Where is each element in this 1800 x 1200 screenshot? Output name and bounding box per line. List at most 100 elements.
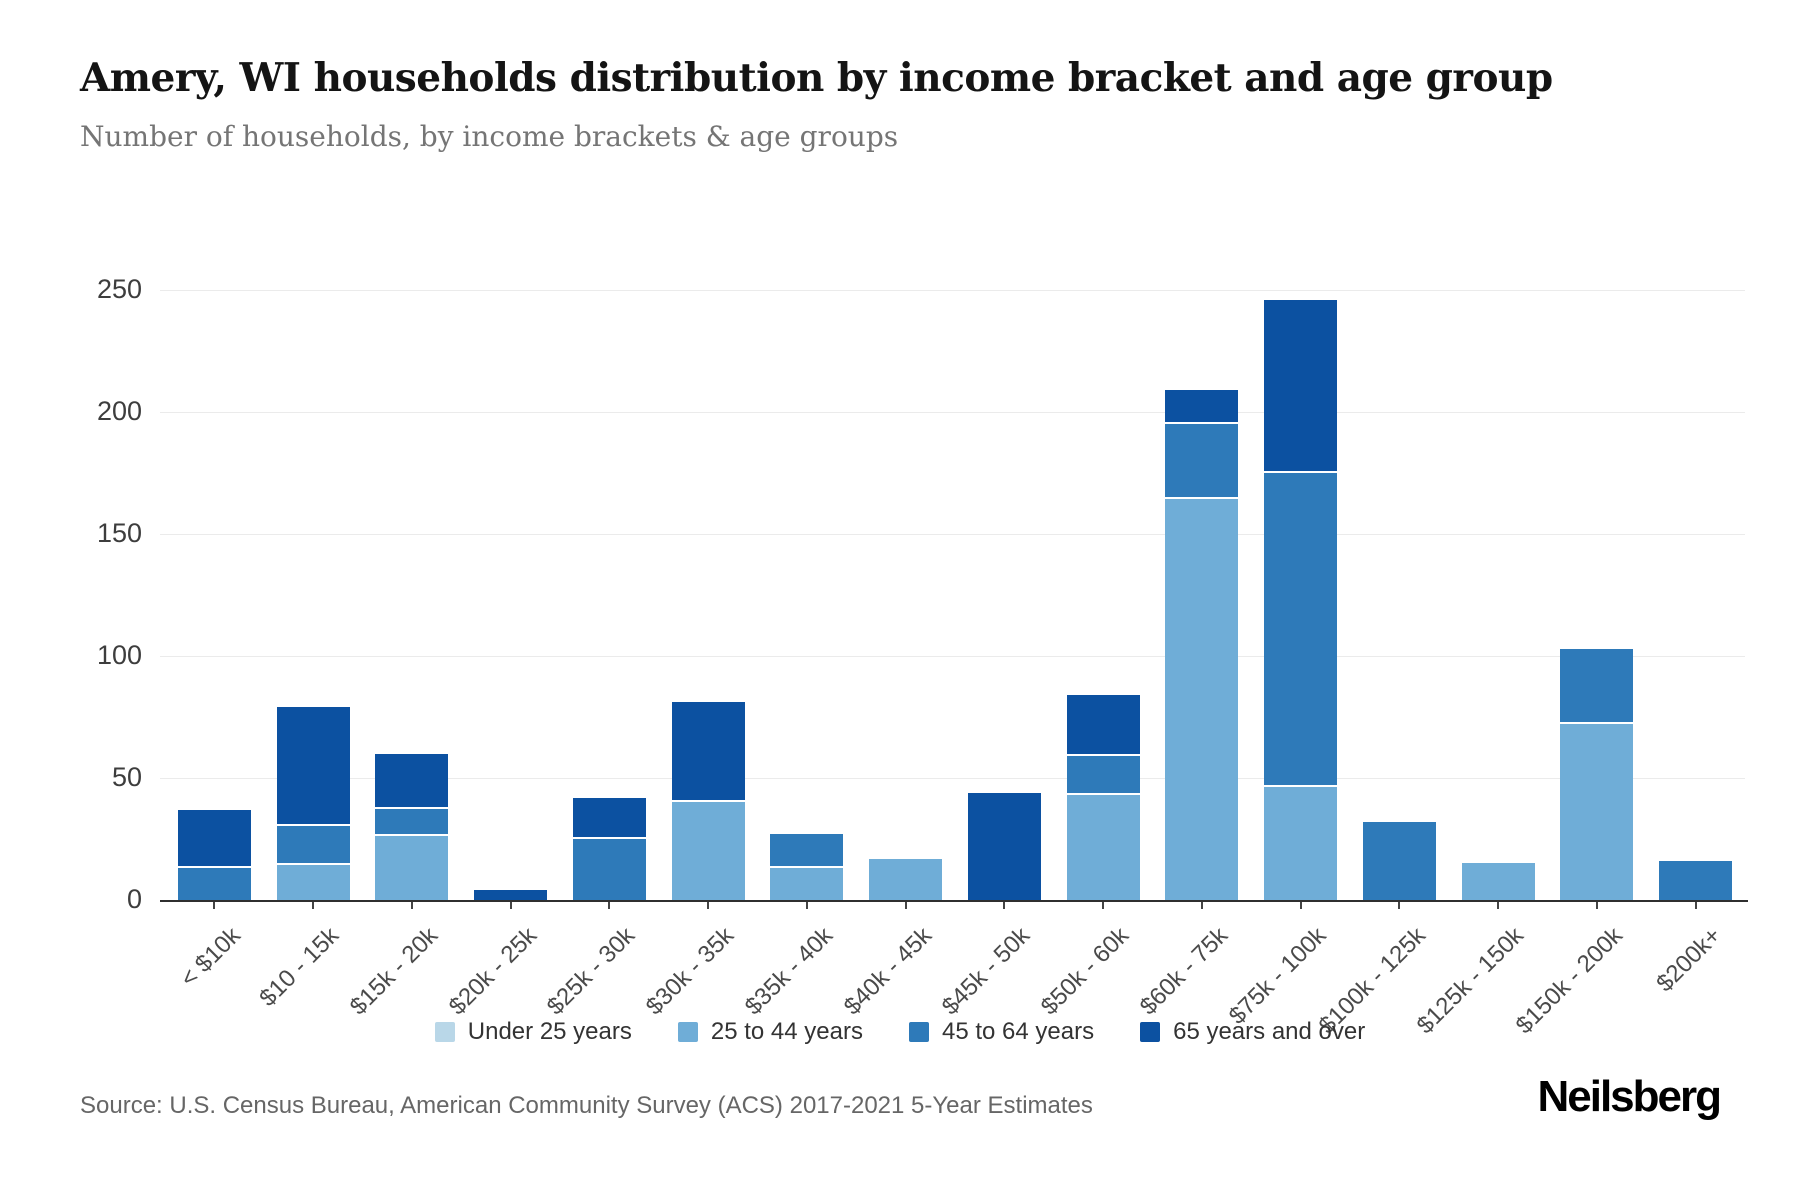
bar-slot bbox=[1054, 290, 1153, 900]
bar-segment[interactable] bbox=[276, 707, 350, 825]
bar-segment[interactable] bbox=[1560, 648, 1634, 722]
bar-slot bbox=[758, 290, 857, 900]
y-axis-tick-label: 200 bbox=[96, 396, 142, 426]
x-axis-tick bbox=[509, 902, 512, 909]
legend-swatch-icon bbox=[434, 1022, 455, 1042]
bar-slot bbox=[856, 290, 955, 900]
legend-label: 65 years and over bbox=[1173, 1018, 1366, 1045]
bar-segment[interactable] bbox=[1165, 390, 1239, 422]
x-axis-tick bbox=[213, 902, 216, 909]
stacked-bar[interactable] bbox=[572, 797, 646, 900]
legend: Under 25 years 25 to 44 years 45 to 64 yea… bbox=[0, 1018, 1800, 1046]
gridline bbox=[160, 290, 1745, 291]
bar-segment[interactable] bbox=[375, 807, 449, 835]
stacked-bar[interactable] bbox=[375, 753, 449, 900]
bars-container bbox=[165, 290, 1745, 900]
bar-segment[interactable] bbox=[276, 824, 350, 864]
x-axis-tick bbox=[1299, 902, 1302, 909]
bar-segment[interactable] bbox=[770, 865, 844, 900]
x-axis-tick bbox=[1200, 902, 1203, 909]
x-axis-tick-label: < $10k bbox=[174, 922, 246, 993]
bar-segment[interactable] bbox=[1165, 497, 1239, 900]
gridline bbox=[160, 534, 1745, 535]
x-axis-tick-label: $60k - 75k bbox=[1134, 922, 1233, 1021]
bar-segment[interactable] bbox=[375, 834, 449, 900]
bar-segment[interactable] bbox=[1066, 695, 1140, 754]
x-axis-tick bbox=[1102, 902, 1105, 909]
bar-segment[interactable] bbox=[671, 702, 745, 800]
bar-segment[interactable] bbox=[869, 858, 943, 900]
x-axis-tick-label: $15k - 20k bbox=[344, 922, 443, 1021]
y-axis-tick-label: 50 bbox=[111, 762, 142, 792]
bar-segment[interactable] bbox=[177, 809, 251, 866]
bar-slot bbox=[560, 290, 659, 900]
bar-segment[interactable] bbox=[1264, 299, 1338, 471]
x-axis-ticks bbox=[165, 902, 1745, 910]
x-axis-tick-label: $20k - 25k bbox=[443, 922, 542, 1021]
bar-segment[interactable] bbox=[1659, 860, 1733, 900]
bar-segment[interactable] bbox=[671, 799, 745, 900]
stacked-bar[interactable] bbox=[770, 834, 844, 900]
legend-item[interactable]: Under 25 years bbox=[434, 1018, 632, 1046]
legend-label: 25 to 44 years bbox=[710, 1018, 863, 1045]
x-axis-tick bbox=[1694, 902, 1697, 909]
chart-title: Amery, WI households distribution by inc… bbox=[80, 55, 1553, 101]
x-axis-tick-label: $30k - 35k bbox=[640, 922, 740, 1021]
y-axis-tick-label: 250 bbox=[96, 274, 142, 304]
bar-slot bbox=[1350, 290, 1449, 900]
x-axis-tick-label: $25k - 30k bbox=[542, 922, 641, 1021]
neilsberg-logo: Neilsberg bbox=[1537, 1072, 1722, 1121]
stacked-bar[interactable] bbox=[276, 707, 350, 900]
legend-item[interactable]: 25 to 44 years bbox=[677, 1018, 863, 1046]
stacked-bar[interactable] bbox=[869, 858, 943, 900]
legend-label: Under 25 years bbox=[467, 1018, 632, 1045]
legend-item[interactable]: 65 years and over bbox=[1140, 1018, 1365, 1046]
x-axis-tick bbox=[1398, 902, 1401, 909]
x-axis-tick bbox=[805, 902, 808, 909]
bar-slot bbox=[363, 290, 462, 900]
legend-swatch-icon bbox=[1140, 1022, 1161, 1042]
stacked-bar[interactable] bbox=[1560, 648, 1634, 900]
bar-segment[interactable] bbox=[1560, 721, 1634, 900]
bar-slot bbox=[461, 290, 560, 900]
x-axis-tick bbox=[608, 902, 611, 909]
bar-segment[interactable] bbox=[770, 834, 844, 866]
legend-item[interactable]: 45 to 64 years bbox=[908, 1018, 1094, 1046]
bar-segment[interactable] bbox=[1264, 785, 1338, 900]
x-axis-line bbox=[160, 900, 1748, 902]
bar-segment[interactable] bbox=[1362, 821, 1436, 900]
bar-segment[interactable] bbox=[572, 797, 646, 837]
stacked-bar[interactable] bbox=[1362, 821, 1436, 900]
stacked-bar[interactable] bbox=[967, 792, 1041, 900]
bar-segment[interactable] bbox=[1066, 792, 1140, 900]
bar-segment[interactable] bbox=[474, 890, 548, 900]
bar-segment[interactable] bbox=[177, 865, 251, 900]
bar-segment[interactable] bbox=[1165, 421, 1239, 498]
stacked-bar[interactable] bbox=[1165, 390, 1239, 900]
stacked-bar[interactable] bbox=[177, 809, 251, 900]
bar-segment[interactable] bbox=[375, 753, 449, 808]
bar-segment[interactable] bbox=[967, 792, 1041, 900]
stacked-bar[interactable] bbox=[474, 890, 548, 900]
stacked-bar[interactable] bbox=[671, 702, 745, 900]
bar-slot bbox=[165, 290, 264, 900]
bar-segment[interactable] bbox=[572, 836, 646, 900]
stacked-bar[interactable] bbox=[1461, 863, 1535, 900]
legend-swatch-icon bbox=[677, 1022, 698, 1042]
plot-area bbox=[160, 290, 1745, 900]
gridline bbox=[160, 656, 1745, 657]
bar-segment[interactable] bbox=[1461, 863, 1535, 900]
x-axis-tick bbox=[1595, 902, 1598, 909]
x-axis-tick bbox=[1497, 902, 1500, 909]
bar-segment[interactable] bbox=[1066, 753, 1140, 793]
x-axis-tick bbox=[904, 902, 907, 909]
bar-segment[interactable] bbox=[276, 863, 350, 900]
stacked-bar[interactable] bbox=[1659, 860, 1733, 900]
stacked-bar[interactable] bbox=[1264, 299, 1338, 900]
gridline bbox=[160, 778, 1745, 779]
bar-segment[interactable] bbox=[1264, 470, 1338, 786]
x-axis-tick bbox=[410, 902, 413, 909]
x-axis-tick-label: $75k - 100k bbox=[1223, 922, 1332, 1030]
bar-slot bbox=[1449, 290, 1548, 900]
stacked-bar[interactable] bbox=[1066, 695, 1140, 900]
